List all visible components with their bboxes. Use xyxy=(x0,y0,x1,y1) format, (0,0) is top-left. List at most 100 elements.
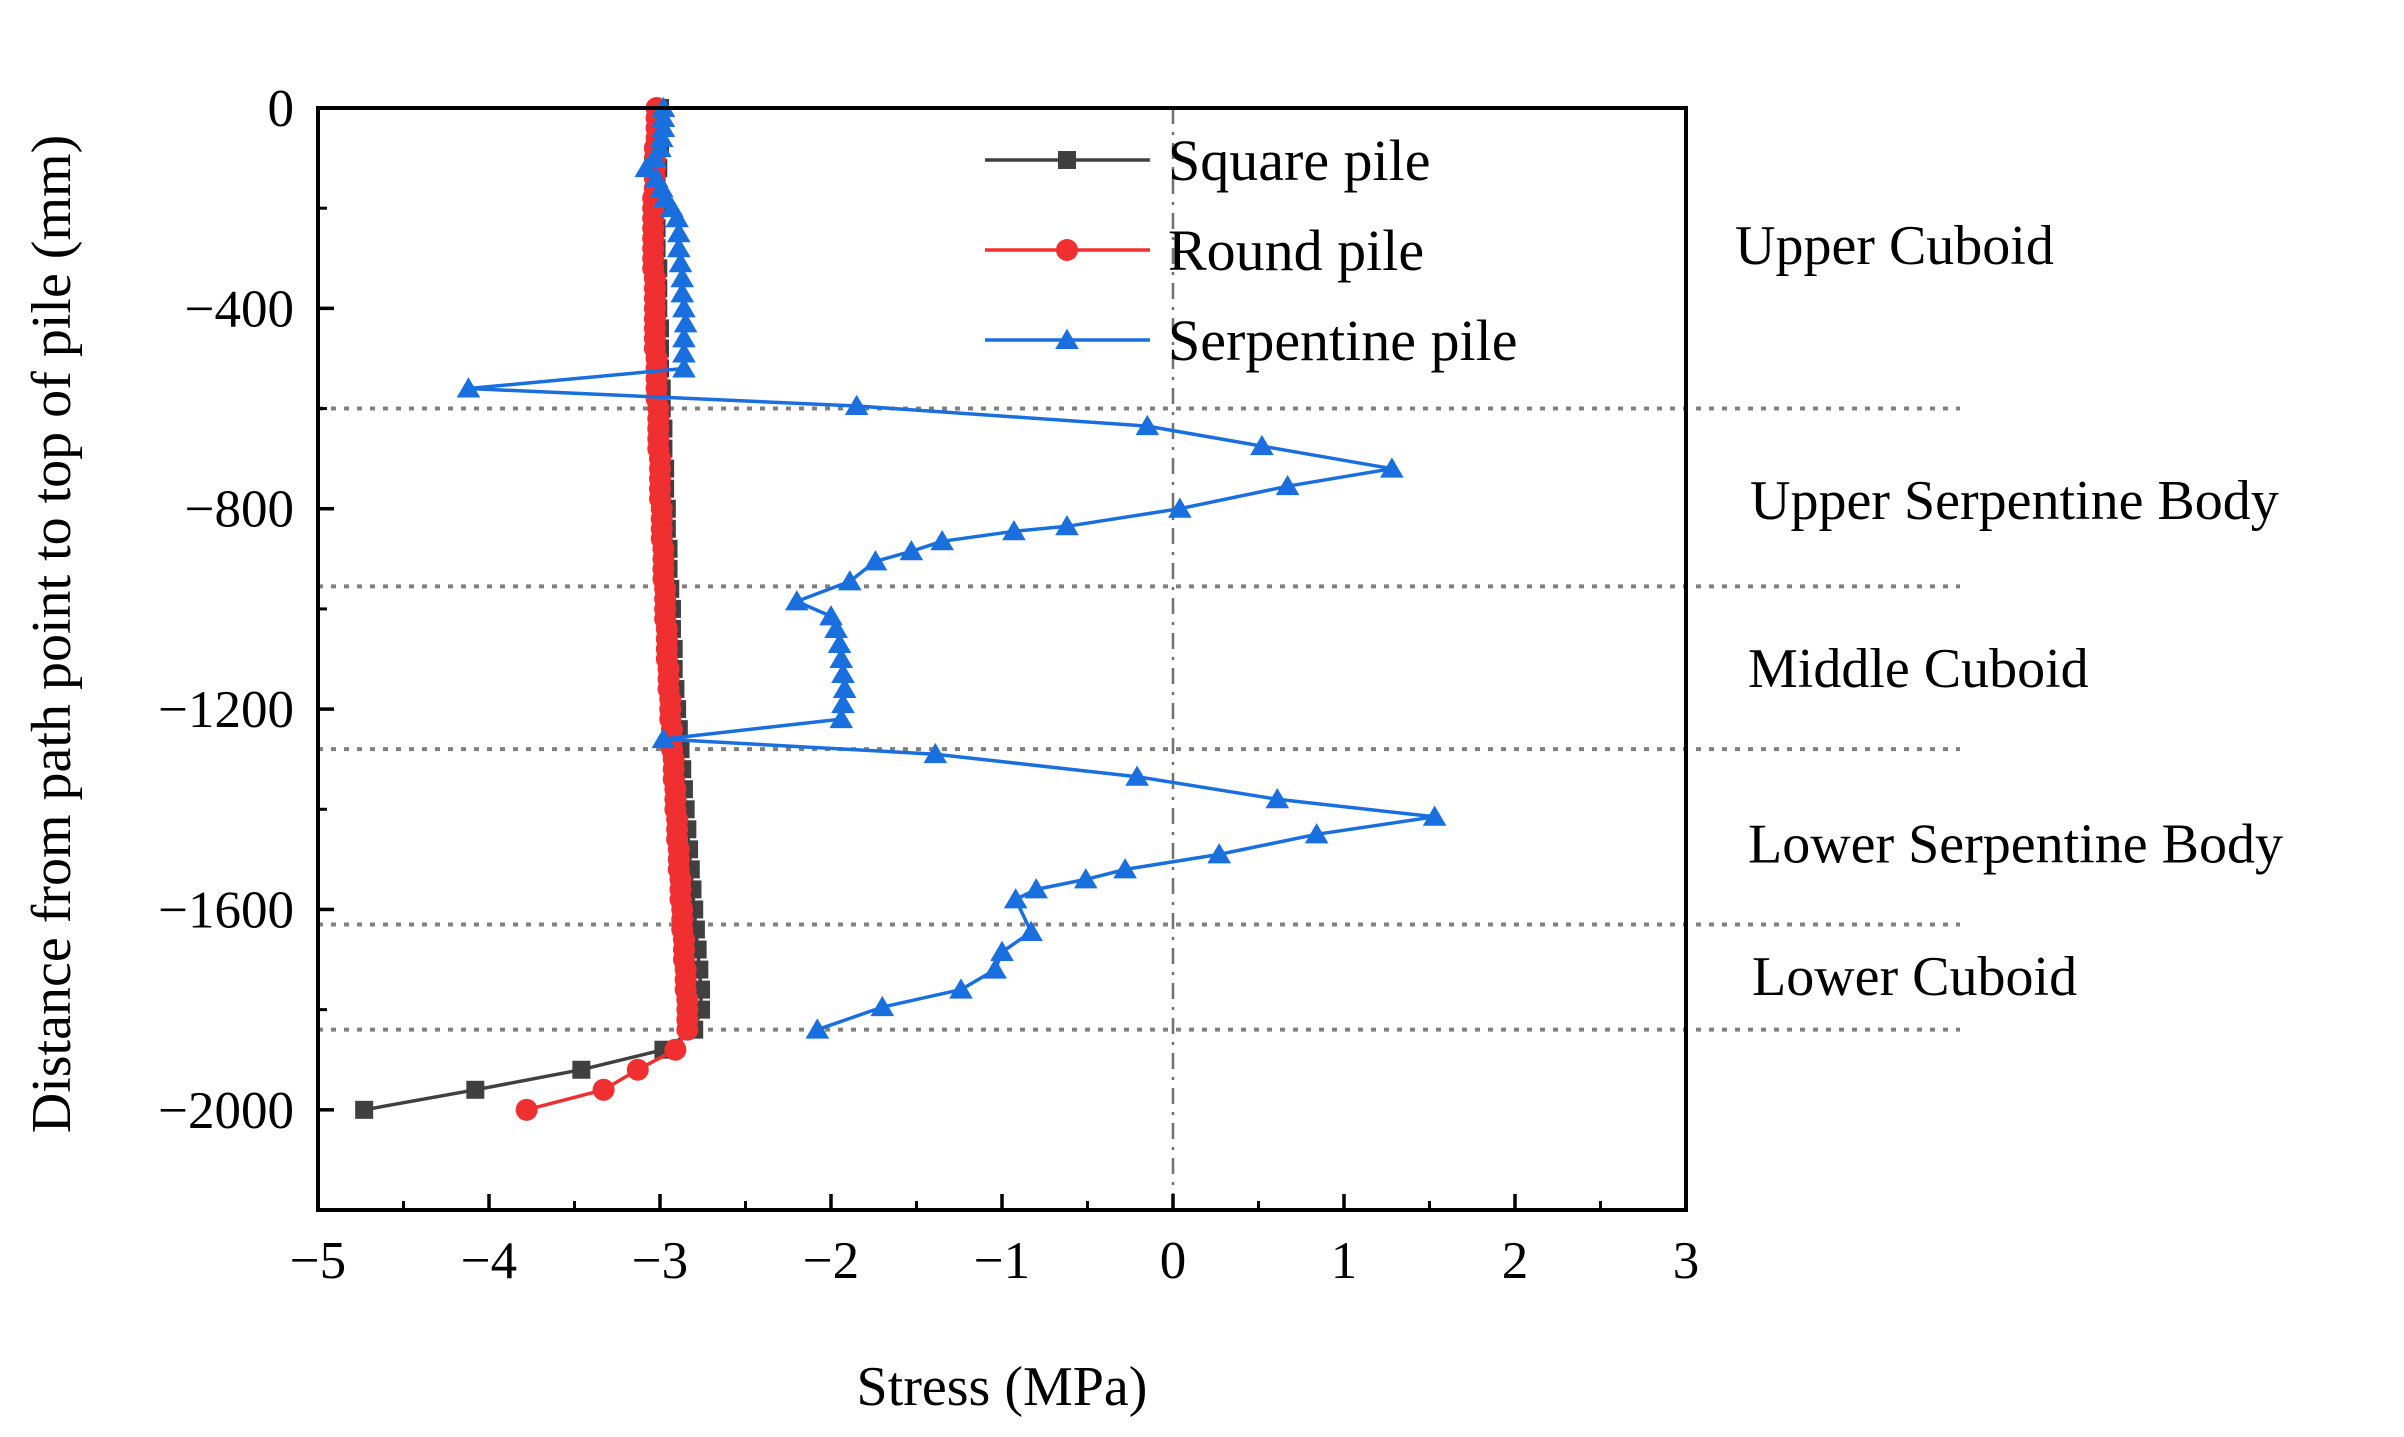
data-point xyxy=(899,540,924,561)
data-point xyxy=(1019,920,1043,941)
y-tick-label: −400 xyxy=(185,280,294,338)
data-point xyxy=(990,940,1014,962)
data-point xyxy=(1207,843,1231,864)
data-point xyxy=(829,707,854,729)
data-point xyxy=(664,1038,687,1061)
data-point xyxy=(1265,788,1290,809)
legend-item: Square pile xyxy=(985,128,1431,193)
data-point xyxy=(672,357,696,378)
data-point xyxy=(649,126,674,148)
data-point xyxy=(1056,239,1078,261)
data-point xyxy=(592,1078,615,1101)
data-point xyxy=(651,727,676,749)
data-point xyxy=(831,692,855,714)
data-point xyxy=(829,647,854,668)
data-point xyxy=(672,297,696,318)
x-tick-label: −3 xyxy=(632,1232,688,1290)
series-serpentine-pile xyxy=(456,96,1447,1039)
x-tick-label: 0 xyxy=(1160,1232,1187,1290)
data-point xyxy=(844,394,869,416)
data-point xyxy=(983,958,1007,979)
x-tick-label: −1 xyxy=(974,1232,1030,1290)
data-point xyxy=(870,995,895,1017)
y-tick-label: 0 xyxy=(268,80,295,138)
data-point xyxy=(676,1018,699,1041)
data-point xyxy=(626,1058,649,1081)
data-point xyxy=(819,605,843,626)
data-point xyxy=(1073,868,1098,889)
x-tick-label: −5 xyxy=(290,1232,346,1290)
data-point xyxy=(1168,497,1192,518)
data-point xyxy=(805,1018,830,1039)
data-point xyxy=(863,550,888,571)
data-point xyxy=(1058,151,1076,169)
region-label: Middle Cuboid xyxy=(1748,638,2089,700)
data-point xyxy=(651,116,676,138)
data-point xyxy=(515,1098,538,1121)
data-point xyxy=(1125,765,1149,786)
legend-item: Round pile xyxy=(985,218,1424,283)
data-point xyxy=(456,377,481,398)
data-point xyxy=(837,570,862,591)
y-tick-label: −2000 xyxy=(158,1082,294,1140)
data-point xyxy=(1250,434,1274,456)
data-point xyxy=(824,617,848,638)
data-point xyxy=(672,342,696,363)
x-tick-label: 2 xyxy=(1502,1232,1529,1290)
data-point xyxy=(673,312,698,333)
data-point xyxy=(1304,823,1329,844)
data-point xyxy=(670,282,695,303)
y-tick-label: −800 xyxy=(185,481,294,539)
y-axis-title: Distance from path point to top of pile … xyxy=(21,135,83,1133)
region-label: Lower Serpentine Body xyxy=(1748,813,2283,875)
x-axis: −5 −4 −3 −2 −1 0 1 2 3 xyxy=(290,1194,1699,1290)
data-point xyxy=(1275,474,1300,496)
x-tick-label: 1 xyxy=(1331,1232,1358,1290)
x-axis-title: Stress (MPa) xyxy=(857,1356,1148,1418)
data-point xyxy=(1002,520,1026,541)
y-axis: 0 −400 −800 −1200 −1600 −2000 xyxy=(158,80,334,1140)
data-point xyxy=(1055,328,1079,349)
y-tick-label: −1200 xyxy=(158,681,294,739)
x-tick-label: −4 xyxy=(461,1232,517,1290)
region-boundaries xyxy=(318,406,1960,1032)
data-point xyxy=(665,206,689,228)
data-point xyxy=(666,237,691,258)
data-point xyxy=(930,530,954,551)
data-point xyxy=(832,677,857,699)
data-point xyxy=(923,742,948,764)
data-point xyxy=(784,590,809,611)
data-point xyxy=(672,327,696,348)
legend-label: Square pile xyxy=(1168,128,1431,193)
region-label: Upper Cuboid xyxy=(1735,215,2054,277)
data-point xyxy=(1135,414,1160,436)
x-tick-label: 3 xyxy=(1673,1232,1700,1290)
data-point xyxy=(355,1100,374,1119)
region-label: Upper Serpentine Body xyxy=(1750,470,2279,532)
data-point xyxy=(1422,805,1447,826)
x-tick-label: −2 xyxy=(803,1232,859,1290)
data-point xyxy=(670,267,695,288)
data-point xyxy=(1113,858,1137,879)
data-point xyxy=(1380,457,1404,478)
data-point xyxy=(949,978,973,999)
data-point xyxy=(466,1080,485,1099)
plot-frame xyxy=(316,106,1688,1212)
legend: Square pile Round pile Serpentine pile xyxy=(985,128,1518,373)
legend-label: Round pile xyxy=(1168,218,1424,283)
region-label: Lower Cuboid xyxy=(1752,946,2077,1008)
data-point xyxy=(1003,888,1028,909)
data-point xyxy=(666,221,691,243)
y-tick-label: −1600 xyxy=(158,881,294,939)
legend-item: Serpentine pile xyxy=(985,308,1518,373)
data-point xyxy=(827,632,852,653)
data-point xyxy=(668,252,693,273)
data-point xyxy=(634,156,659,178)
series-layer xyxy=(355,96,1447,1121)
legend-label: Serpentine pile xyxy=(1168,308,1518,373)
region-labels: Upper Cuboid Upper Serpentine Body Middle … xyxy=(1735,215,2283,1008)
data-point xyxy=(1055,515,1079,536)
data-point xyxy=(572,1060,591,1079)
data-point xyxy=(831,662,855,684)
